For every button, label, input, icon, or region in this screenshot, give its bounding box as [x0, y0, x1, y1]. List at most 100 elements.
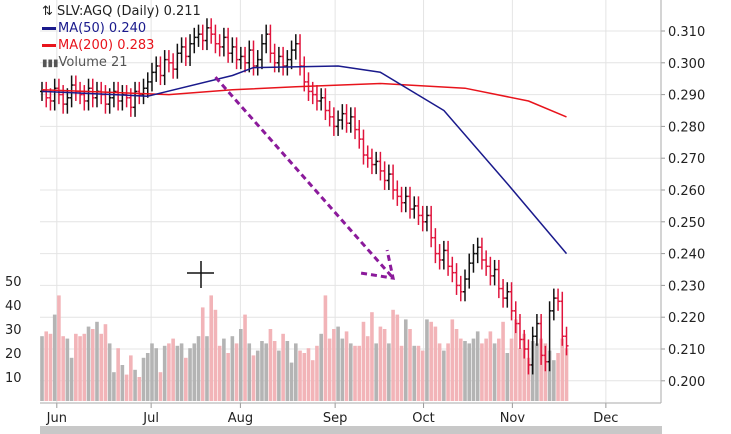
price-bar — [327, 100, 332, 127]
chart-scrollbar[interactable] — [40, 426, 662, 434]
price-bar — [492, 259, 497, 286]
price-tick-label: 0.230 — [668, 279, 705, 294]
price-bar — [424, 205, 429, 232]
price-bar — [255, 50, 260, 76]
volume-bar — [370, 312, 374, 401]
price-bar — [319, 88, 324, 111]
volume-bar — [251, 355, 256, 401]
volume-bar — [145, 353, 150, 401]
volume-bar — [226, 353, 230, 401]
price-bar — [374, 151, 379, 175]
price-bar — [560, 291, 565, 346]
price-bar — [293, 34, 298, 60]
price-bar — [488, 256, 493, 286]
volume-bar — [539, 338, 543, 401]
volume-bar — [243, 314, 247, 401]
volume-bar — [446, 343, 450, 401]
price-bar — [530, 326, 535, 375]
volume-bar — [429, 321, 433, 401]
volume-bar — [319, 333, 323, 401]
price-bar — [564, 326, 569, 356]
volume-bar — [382, 329, 387, 401]
volume-bar — [395, 314, 400, 401]
volume-bar — [471, 338, 476, 401]
price-tick-label: 0.240 — [668, 248, 705, 263]
price-bar — [183, 37, 188, 66]
volume-bar — [74, 333, 78, 401]
volume-bar — [44, 331, 49, 401]
volume-bar — [353, 345, 357, 401]
price-bar — [391, 164, 396, 200]
price-bar — [331, 107, 336, 136]
price-bar — [61, 85, 66, 114]
price-bar — [420, 205, 425, 232]
price-bar — [162, 50, 167, 86]
month-label: Aug — [228, 411, 253, 426]
price-tick-label: 0.280 — [668, 120, 705, 135]
price-bar — [471, 244, 476, 273]
volume-bar — [205, 336, 209, 401]
volume-bar — [518, 348, 522, 401]
price-bar — [543, 345, 548, 372]
volume-tick-label: 50 — [5, 275, 22, 290]
price-bar — [221, 27, 226, 57]
price-bar — [272, 43, 277, 73]
volume-tick-label: 20 — [5, 347, 22, 362]
month-label: Nov — [500, 411, 526, 426]
price-bar — [171, 53, 176, 79]
price-bar — [399, 186, 404, 213]
volume-bar — [463, 341, 467, 401]
price-bar — [86, 78, 91, 111]
price-bar — [433, 228, 438, 264]
volume-bar — [40, 336, 44, 401]
volume-bar — [387, 343, 391, 401]
arrow-shaft — [214, 76, 395, 280]
price-bar — [526, 339, 531, 375]
volume-bar — [552, 360, 556, 401]
volume-bar — [294, 343, 298, 401]
volume-bar — [378, 326, 383, 401]
arrow-head — [360, 249, 396, 280]
volume-bar — [222, 338, 226, 401]
price-bar — [556, 288, 561, 311]
volume-bar — [268, 329, 273, 401]
price-bar — [73, 75, 78, 101]
price-bar — [264, 24, 269, 54]
volume-bar — [213, 309, 218, 401]
volume-bar — [264, 343, 268, 401]
volume-bar — [484, 338, 488, 401]
volume-bar — [442, 350, 446, 401]
price-bar — [120, 85, 125, 111]
annotation-arrow — [214, 76, 396, 280]
price-bar — [226, 27, 231, 63]
volume-bar — [403, 319, 408, 401]
price-bar — [99, 81, 104, 105]
volume-bar — [416, 345, 421, 401]
volume-bar — [458, 338, 463, 401]
price-tick-label: 0.210 — [668, 343, 705, 358]
price-bar — [166, 50, 171, 73]
volume-bar — [450, 319, 455, 401]
volume-tick-label: 10 — [5, 371, 22, 386]
volume-bar — [399, 345, 404, 401]
price-bar — [238, 46, 243, 70]
price-bar — [116, 81, 121, 111]
price-bar — [276, 46, 281, 73]
price-bar — [285, 50, 290, 76]
volume-bar — [65, 338, 70, 401]
price-bar — [268, 24, 273, 63]
volume-bar — [315, 345, 319, 401]
volume-bar — [78, 336, 82, 401]
price-tick-label: 0.270 — [668, 152, 705, 167]
price-bar — [52, 78, 57, 111]
volume-bar — [188, 348, 192, 401]
volume-bar — [137, 377, 142, 401]
price-bar — [103, 85, 108, 114]
price-bar — [196, 24, 201, 47]
price-bar — [416, 196, 421, 225]
volume-bar — [167, 343, 171, 401]
volume-tick-label: 30 — [5, 323, 22, 338]
price-bar — [378, 151, 383, 181]
volume-bar — [306, 348, 311, 401]
volume-bar — [298, 350, 302, 401]
